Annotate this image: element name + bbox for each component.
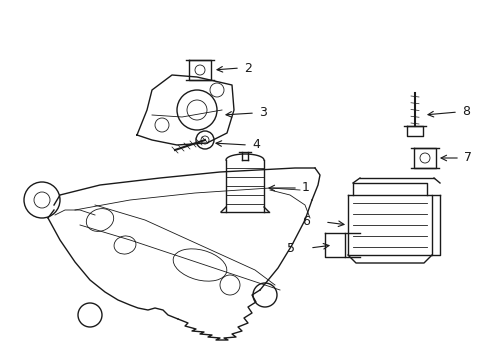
Text: 8: 8 (461, 105, 469, 118)
Text: 3: 3 (259, 107, 266, 120)
Text: 7: 7 (463, 152, 471, 165)
Text: 6: 6 (302, 216, 309, 229)
Text: 5: 5 (286, 242, 294, 255)
Text: 1: 1 (302, 181, 309, 194)
Text: 2: 2 (244, 62, 251, 75)
Text: 4: 4 (251, 139, 259, 152)
